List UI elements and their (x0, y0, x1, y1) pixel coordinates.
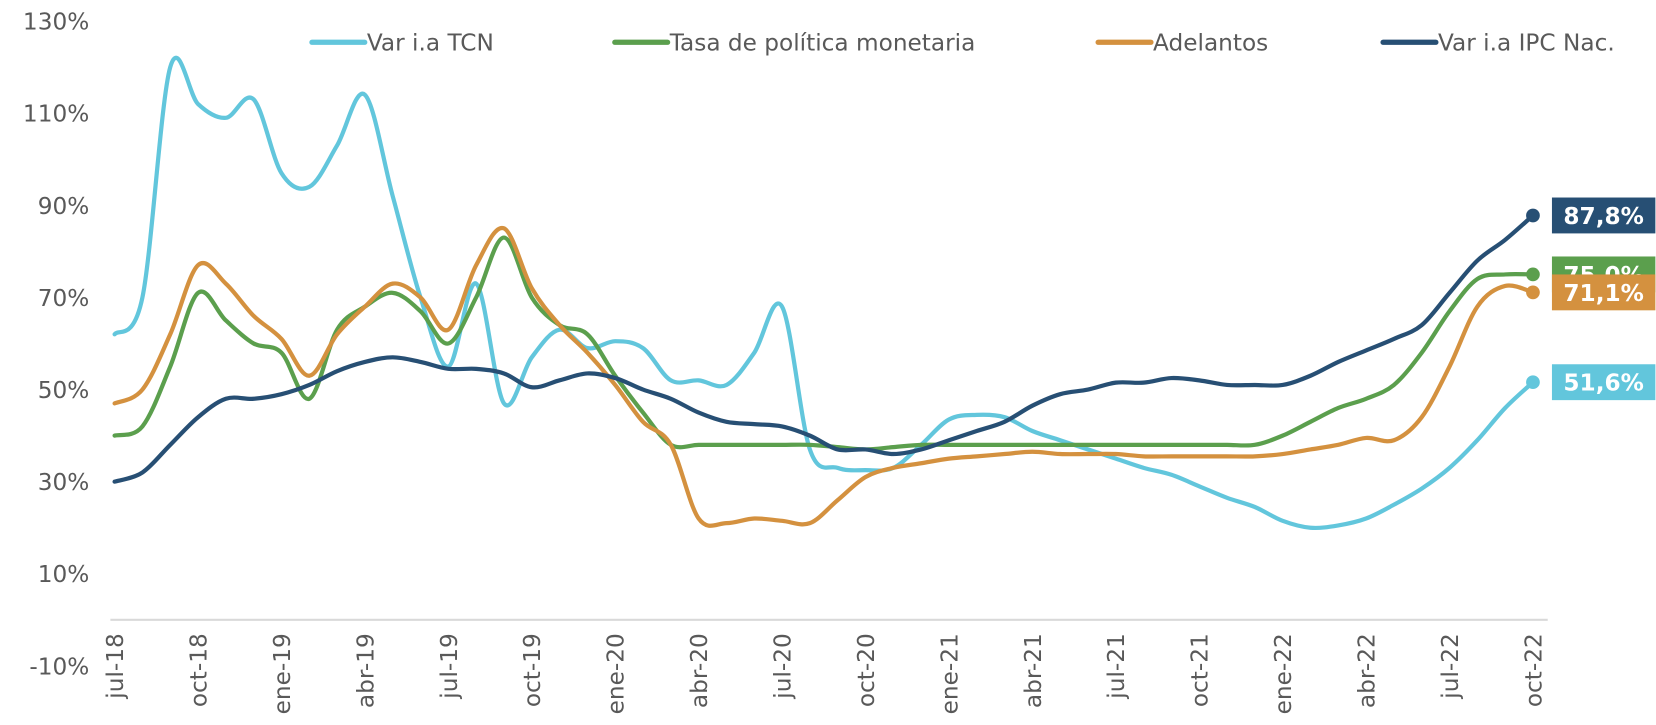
y-tick-label: 70% (38, 285, 90, 312)
y-tick-label: 30% (38, 469, 90, 496)
series-line (112, 235, 1536, 452)
x-tick-label: ene-22 (1270, 633, 1297, 714)
x-tick-label: jul-18 (102, 633, 129, 700)
end-point (1526, 285, 1540, 300)
value-label: 87,8% (1551, 197, 1656, 234)
y-tick-label: 90% (38, 193, 90, 220)
series-line (112, 213, 1536, 484)
series-line (112, 226, 1536, 528)
value-label-box (1551, 274, 1656, 311)
value-label: 71,1% (1551, 274, 1656, 311)
value-label-text: 51,6% (1563, 370, 1643, 397)
x-tick-label: oct-20 (853, 633, 880, 707)
value-label-text: 87,8% (1563, 203, 1643, 230)
x-tick-label: jul-20 (770, 633, 797, 700)
x-tick-label: oct-22 (1520, 633, 1547, 707)
x-tick-label: ene-19 (269, 633, 296, 714)
x-tick-label: oct-18 (185, 633, 212, 707)
x-tick-label: abr-19 (352, 633, 379, 708)
x-tick-label: abr-21 (1020, 633, 1047, 708)
y-tick-label: 10% (38, 561, 90, 588)
x-tick-label: oct-21 (1187, 633, 1214, 707)
end-point (1526, 208, 1540, 223)
x-tick-label: jul-21 (1103, 633, 1130, 700)
legend-label: Var i.a TCN (367, 30, 494, 57)
x-tick-label: ene-20 (603, 633, 630, 714)
end-point (1526, 375, 1540, 390)
x-tick-label: abr-20 (686, 633, 713, 708)
value-label-box (1551, 197, 1656, 234)
legend-label: Adelantos (1153, 30, 1268, 57)
y-tick-label: 110% (23, 101, 89, 128)
x-tick-label: jul-19 (436, 633, 463, 700)
x-tick-label: ene-21 (936, 633, 963, 714)
value-label: 51,6% (1551, 364, 1656, 401)
y-tick-label: 50% (38, 377, 90, 404)
value-label-box (1551, 364, 1656, 401)
value-label-text: 71,1% (1563, 280, 1643, 307)
legend-label: Tasa de política monetaria (669, 30, 976, 57)
end-point (1526, 267, 1540, 282)
series-line (112, 55, 1536, 531)
y-tick-label: 130% (23, 9, 89, 36)
y-tick-label: -10% (29, 653, 89, 680)
x-tick-label: oct-19 (519, 633, 546, 707)
legend-label: Var i.a IPC Nac. (1438, 30, 1615, 57)
x-tick-label: jul-22 (1437, 633, 1464, 700)
x-tick-label: abr-22 (1354, 633, 1381, 708)
